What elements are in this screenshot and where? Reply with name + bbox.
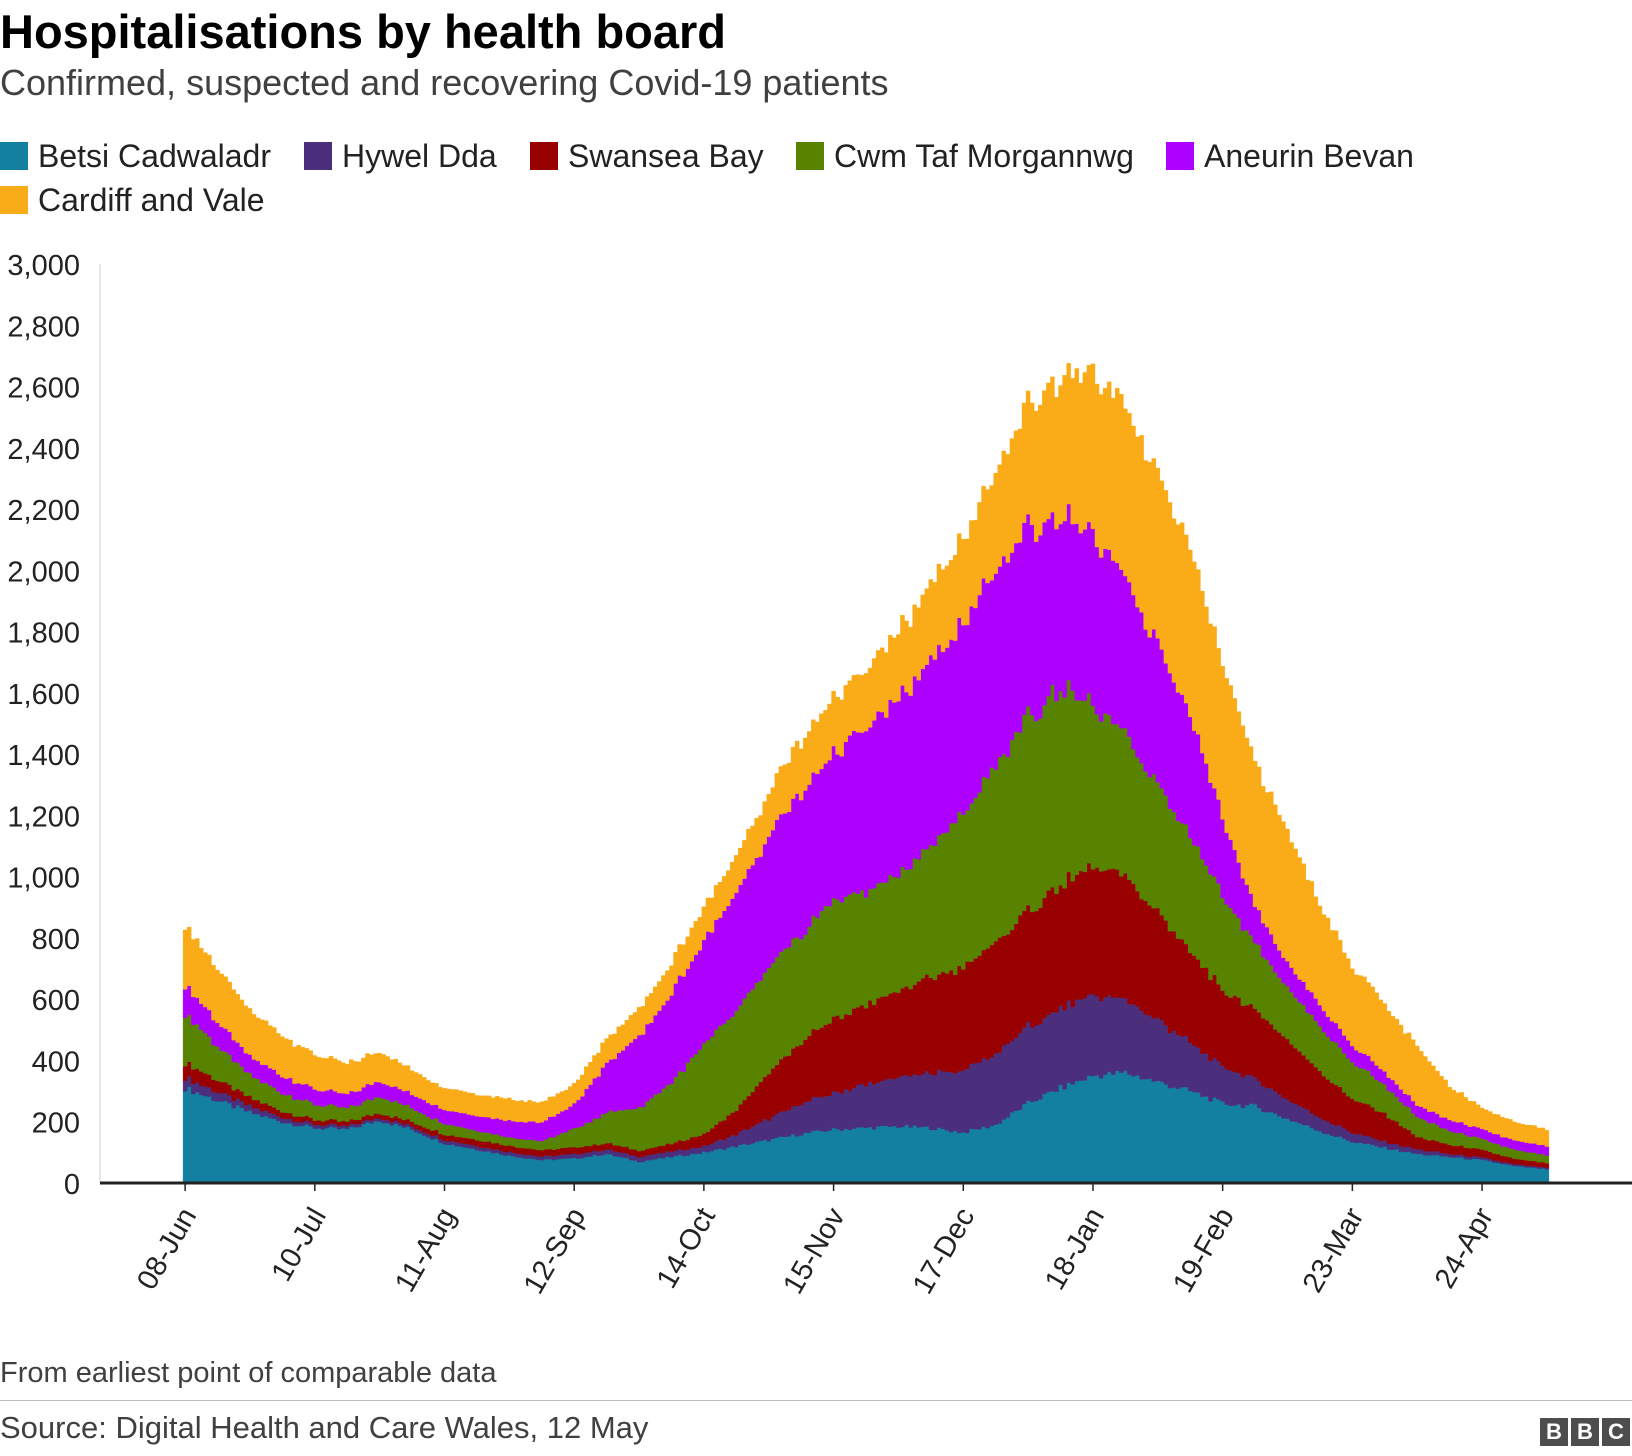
legend-label: Swansea Bay: [568, 137, 764, 174]
y-tick-label: 3,000: [7, 250, 80, 282]
legend-item: Hywel Dda: [304, 134, 497, 178]
legend-swatch: [304, 142, 332, 170]
y-tick-label: 400: [32, 1046, 80, 1078]
x-tick-label: 11-Aug: [389, 1203, 462, 1298]
legend-label: Cwm Taf Morgannwg: [834, 137, 1134, 174]
legend-item: Betsi Cadwaladr: [0, 134, 271, 178]
legend-label: Cardiff and Vale: [38, 181, 265, 218]
y-tick-label: 600: [32, 985, 80, 1017]
legend-swatch: [0, 186, 28, 214]
legend-swatch: [530, 142, 558, 170]
legend-item: Aneurin Bevan: [1166, 134, 1414, 178]
legend-item: Cwm Taf Morgannwg: [796, 134, 1134, 178]
x-tick-label: 18-Jan: [1039, 1203, 1111, 1296]
y-tick-label: 2,000: [7, 556, 80, 588]
x-tick-label: 23-Mar: [1297, 1202, 1371, 1298]
legend-swatch: [1166, 142, 1194, 170]
legend-label: Betsi Cadwaladr: [38, 137, 271, 174]
y-tick-label: 1,800: [7, 618, 80, 650]
x-tick-label: 17-Dec: [907, 1203, 981, 1300]
x-tick-label: 24-Apr: [1429, 1202, 1500, 1294]
legend-swatch: [796, 142, 824, 170]
y-tick-label: 1,200: [7, 801, 80, 833]
y-tick-label: 800: [32, 924, 80, 956]
x-tick-label: 08-Jun: [131, 1202, 203, 1295]
chart-plot: 0 200 400 600 800 1,000 1,200 1,400 1,600 1,800 2,…: [7, 250, 1632, 1300]
y-tick-label: 2,200: [7, 495, 80, 527]
legend-label: Aneurin Bevan: [1204, 137, 1414, 174]
x-tick-label: 14-Oct: [651, 1203, 722, 1294]
legend-item: Cardiff and Vale: [0, 178, 265, 222]
footnote: From earliest point of comparable data: [0, 1357, 497, 1389]
bbc-logo: B B C: [1540, 1418, 1630, 1446]
legend-swatch: [0, 142, 28, 170]
legend-label: Hywel Dda: [342, 137, 497, 174]
y-tick-label: 0: [64, 1169, 80, 1201]
logo-letter: B: [1540, 1418, 1568, 1446]
y-tick-label: 2,800: [7, 311, 80, 343]
logo-letter: C: [1602, 1418, 1630, 1446]
y-tick-label: 200: [32, 1108, 80, 1140]
source-note: Source: Digital Health and Care Wales, 1…: [0, 1410, 649, 1445]
chart-title: Hospitalisations by health board: [0, 5, 726, 58]
y-tick-label: 1,000: [7, 863, 80, 895]
x-tick-label: 10-Jul: [266, 1202, 333, 1286]
y-tick-label: 1,400: [7, 740, 80, 772]
chart-subtitle: Confirmed, suspected and recovering Covi…: [0, 62, 889, 103]
y-tick-label: 2,400: [7, 434, 80, 466]
legend-item: Swansea Bay: [530, 134, 764, 178]
y-tick-label: 1,600: [7, 679, 80, 711]
series-area: [182, 363, 1550, 1147]
logo-letter: B: [1571, 1418, 1599, 1446]
x-tick-label: 19-Feb: [1167, 1203, 1241, 1299]
x-tick-label: 12-Sep: [518, 1203, 592, 1300]
x-tick-label: 15-Nov: [777, 1202, 852, 1299]
y-tick-label: 2,600: [7, 373, 80, 405]
footer-divider: [0, 1400, 1632, 1401]
